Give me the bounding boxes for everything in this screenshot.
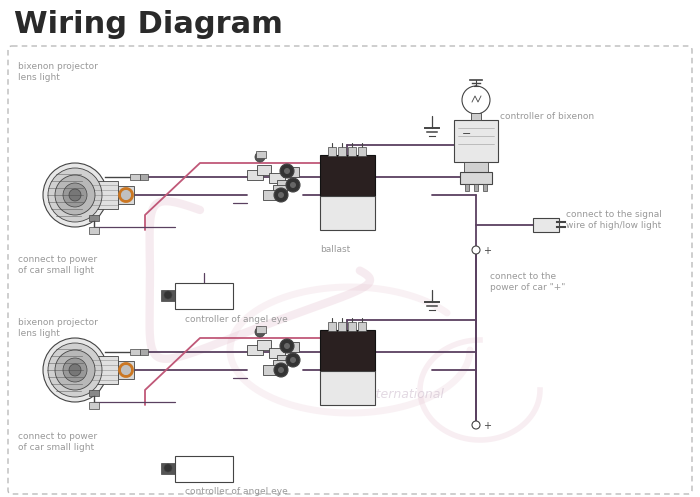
Circle shape (472, 246, 480, 254)
Bar (471, 113, 481, 120)
Text: controller of angel eye: controller of angel eye (185, 487, 288, 496)
Bar (328, 322, 336, 331)
Bar (161, 290, 175, 301)
Bar (118, 186, 134, 204)
Circle shape (286, 353, 300, 367)
Circle shape (274, 188, 288, 202)
Bar (273, 185, 287, 195)
Bar (247, 170, 263, 180)
Circle shape (120, 189, 132, 201)
Bar (175, 456, 233, 482)
Bar (80, 181, 118, 209)
Bar (89, 402, 99, 409)
Circle shape (164, 291, 172, 299)
Bar (483, 184, 487, 191)
Circle shape (48, 343, 102, 397)
Circle shape (286, 178, 300, 192)
Bar (263, 365, 279, 375)
FancyBboxPatch shape (8, 46, 692, 494)
Circle shape (48, 168, 102, 222)
Circle shape (255, 152, 265, 162)
Text: +: + (483, 421, 491, 431)
Bar (460, 172, 492, 184)
Text: Siri  International: Siri International (336, 389, 444, 402)
Text: connect to the signal
wire of high/low light: connect to the signal wire of high/low l… (566, 210, 662, 230)
Bar (256, 151, 266, 158)
Bar (338, 147, 346, 156)
Bar (175, 283, 233, 309)
Circle shape (63, 183, 87, 207)
Bar (320, 330, 375, 371)
Bar (257, 340, 271, 350)
Circle shape (472, 421, 480, 429)
Bar (89, 390, 99, 396)
Bar (320, 371, 375, 405)
Text: ballast: ballast (320, 245, 350, 254)
Text: Wiring Diagram: Wiring Diagram (14, 10, 283, 39)
Circle shape (120, 364, 132, 376)
Circle shape (55, 175, 95, 215)
Circle shape (63, 358, 87, 382)
Circle shape (284, 168, 290, 174)
Bar (89, 227, 99, 234)
Circle shape (284, 343, 290, 349)
Circle shape (280, 164, 294, 178)
Bar (283, 342, 299, 352)
Bar (465, 184, 469, 191)
Circle shape (290, 357, 296, 363)
Bar (273, 360, 287, 370)
Bar (320, 196, 375, 230)
Bar (118, 361, 134, 379)
Bar (454, 120, 498, 162)
Text: −: − (462, 129, 471, 139)
Bar (256, 326, 266, 333)
Circle shape (255, 327, 265, 337)
Circle shape (43, 338, 107, 402)
Bar (257, 165, 271, 175)
Circle shape (69, 189, 81, 201)
Bar (89, 215, 99, 221)
Circle shape (274, 363, 288, 377)
Text: bixenon projector
lens light: bixenon projector lens light (18, 318, 98, 338)
Circle shape (43, 163, 107, 227)
Bar (247, 345, 263, 355)
Bar (130, 174, 140, 180)
Bar (263, 190, 279, 200)
Text: connect to the
power of car "+": connect to the power of car "+" (490, 272, 566, 292)
Bar (269, 348, 285, 358)
Bar (474, 184, 478, 191)
Bar (140, 174, 148, 180)
Circle shape (280, 339, 294, 353)
Bar (358, 322, 366, 331)
Bar (328, 147, 336, 156)
Bar (277, 355, 291, 365)
Bar (80, 356, 118, 384)
Text: bixenon projector
lens light: bixenon projector lens light (18, 62, 98, 82)
Circle shape (278, 192, 284, 198)
Circle shape (164, 464, 172, 472)
Bar (358, 147, 366, 156)
Bar (277, 180, 291, 190)
Bar (348, 322, 356, 331)
Circle shape (462, 86, 490, 114)
Text: connect to power
of car small light: connect to power of car small light (18, 432, 97, 452)
Bar (348, 147, 356, 156)
Bar (140, 349, 148, 355)
Bar (338, 322, 346, 331)
Bar (283, 167, 299, 177)
Bar (533, 218, 559, 232)
Bar (464, 162, 488, 172)
Text: controller of angel eye: controller of angel eye (185, 315, 288, 324)
Text: controller of bixenon: controller of bixenon (500, 112, 594, 121)
Text: +: + (483, 246, 491, 256)
Circle shape (69, 364, 81, 376)
Bar (130, 349, 140, 355)
Circle shape (290, 182, 296, 188)
Bar (161, 463, 175, 474)
Circle shape (278, 367, 284, 373)
Text: connect to power
of car small light: connect to power of car small light (18, 255, 97, 275)
Bar (269, 173, 285, 183)
Circle shape (55, 350, 95, 390)
Bar (320, 155, 375, 196)
